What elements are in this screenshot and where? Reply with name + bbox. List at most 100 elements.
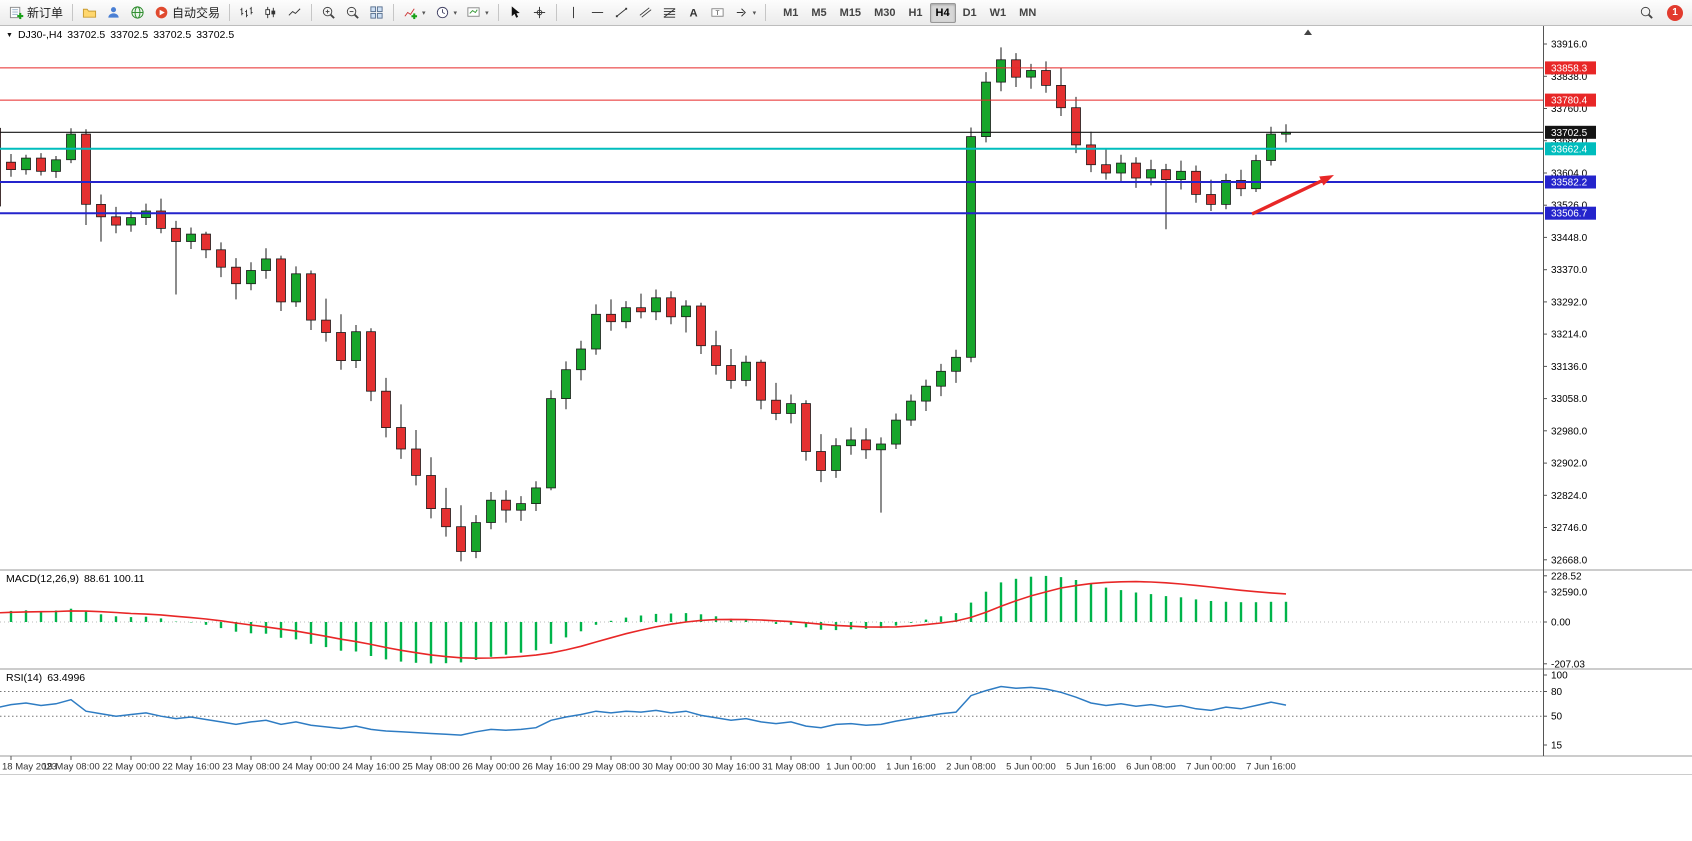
candle-body: [186, 233, 196, 242]
web-terminal-button[interactable]: [126, 2, 149, 24]
tile-windows-button[interactable]: [365, 2, 388, 24]
candle-body: [966, 136, 976, 358]
candle-body: [336, 332, 346, 362]
rsi-tick-label: 100: [1551, 671, 1568, 682]
price-tick-label: 32824.0: [1551, 491, 1588, 502]
quick-trade-collapse-icon[interactable]: ▼: [6, 31, 13, 39]
new-order-label: 新订单: [27, 6, 64, 20]
candle-body: [381, 390, 391, 429]
tile-windows-icon: [370, 6, 383, 19]
price-tick-label: 33760.0: [1551, 104, 1588, 115]
price-badge: [1545, 142, 1596, 156]
ohlc-low: 33702.5: [153, 29, 192, 41]
toolbar-separator: [72, 4, 74, 21]
periods-button[interactable]: ▾: [431, 2, 462, 24]
timeframe-m5[interactable]: M5: [805, 3, 832, 23]
candle-body: [561, 369, 571, 400]
chart-shift-marker: [1304, 29, 1312, 35]
candle-body: [156, 210, 166, 229]
user-icon: [108, 7, 119, 18]
candle-body: [756, 361, 766, 401]
search-button[interactable]: [1635, 2, 1658, 24]
time-axis-label: 22 May 00:00: [102, 762, 160, 773]
candle-body: [1266, 133, 1276, 161]
toolbar-separator: [497, 4, 499, 21]
price-tick-label: 33526.0: [1551, 201, 1588, 212]
bar-chart-button[interactable]: [235, 2, 258, 24]
line-chart-button[interactable]: [283, 2, 306, 24]
timeframe-w1[interactable]: W1: [984, 3, 1013, 23]
market-watch-button[interactable]: [102, 2, 125, 24]
candle-body: [981, 81, 991, 137]
candle-body: [1146, 169, 1156, 179]
timeframe-h1[interactable]: H1: [902, 3, 928, 23]
candle-body: [126, 217, 136, 226]
caret-down-icon: ▾: [422, 9, 426, 17]
templates-button[interactable]: ▾: [462, 2, 493, 24]
timeframe-m30[interactable]: M30: [868, 3, 901, 23]
candle-body: [666, 297, 676, 318]
candle-body: [516, 503, 526, 511]
price-tick-label: 33214.0: [1551, 330, 1588, 341]
autotrading-button[interactable]: 自动交易: [150, 2, 224, 24]
candle-body: [51, 159, 61, 172]
candle-body: [306, 273, 316, 321]
autotrading-label: 自动交易: [172, 6, 221, 20]
time-axis-label: 26 May 00:00: [462, 762, 520, 773]
crosshair-button[interactable]: [528, 2, 551, 24]
ohlc-readout: ▼ DJ30-,H4 33702.5 33702.5 33702.5 33702…: [6, 29, 234, 41]
candle-body: [1011, 59, 1021, 78]
timeframe-m1[interactable]: M1: [777, 3, 804, 23]
price-tick-label: 33838.0: [1551, 72, 1588, 83]
candle-body: [831, 445, 841, 471]
candle-body: [846, 439, 856, 447]
candle-body: [861, 439, 871, 451]
indicators-button[interactable]: ▾: [399, 2, 430, 24]
text-button[interactable]: A: [682, 2, 705, 24]
chart-area[interactable]: 33916.0 33838.0 33760.0 33682.0 33604.0 33526…: [0, 26, 1692, 775]
cursor-button[interactable]: [504, 2, 527, 24]
notification-badge[interactable]: 1: [1667, 4, 1683, 21]
rsi-label: RSI(14) 63.4996: [6, 672, 85, 684]
text-label-button[interactable]: T: [706, 2, 729, 24]
candlestick-chart-button[interactable]: [259, 2, 282, 24]
candle-body: [591, 313, 601, 350]
candlestick-icon: [265, 6, 276, 19]
text-label-icon: T: [710, 8, 724, 17]
rsi-line: [0, 685, 1287, 736]
price-tick-label: 32668.0: [1551, 555, 1588, 566]
timeframe-d1[interactable]: D1: [957, 3, 983, 23]
arrows-button[interactable]: ▾: [730, 2, 761, 24]
ohlc-open: 33702.5: [67, 29, 106, 41]
timeframe-mn[interactable]: MN: [1013, 3, 1042, 23]
candle-body: [726, 365, 736, 381]
new-order-button[interactable]: 新订单: [5, 2, 67, 24]
candle-body: [246, 270, 256, 285]
toolbar-separator: [765, 4, 767, 21]
time-axis-label: 24 May 00:00: [282, 762, 340, 773]
svg-text:T: T: [715, 10, 719, 17]
zoom-out-button[interactable]: [341, 2, 364, 24]
candle-body: [771, 399, 781, 414]
price-badge: [1545, 206, 1596, 220]
time-axis-label: 22 May 16:00: [162, 762, 220, 773]
trendline-button[interactable]: [610, 2, 633, 24]
zoom-in-button[interactable]: [317, 2, 340, 24]
channel-button[interactable]: [634, 2, 657, 24]
price-badge-label: 33780.4: [1551, 96, 1588, 107]
time-axis-label: 5 Jun 16:00: [1066, 762, 1116, 773]
candle-body: [1086, 144, 1096, 166]
timeframe-m15[interactable]: M15: [834, 3, 867, 23]
candle-body: [351, 331, 361, 362]
price-tick-label: 32902.0: [1551, 459, 1588, 470]
fibonacci-button[interactable]: [658, 2, 681, 24]
rsi-value: 63.4996: [47, 672, 86, 684]
vertical-line-button[interactable]: [562, 2, 585, 24]
crosshair-icon: [533, 6, 545, 19]
horizontal-line-button[interactable]: [586, 2, 609, 24]
price-tick-label: 33370.0: [1551, 265, 1588, 276]
charts-profile-button[interactable]: [78, 2, 101, 24]
price-badge-label: 33506.7: [1551, 209, 1588, 220]
timeframe-h4[interactable]: H4: [929, 2, 956, 23]
candle-body: [936, 370, 946, 387]
